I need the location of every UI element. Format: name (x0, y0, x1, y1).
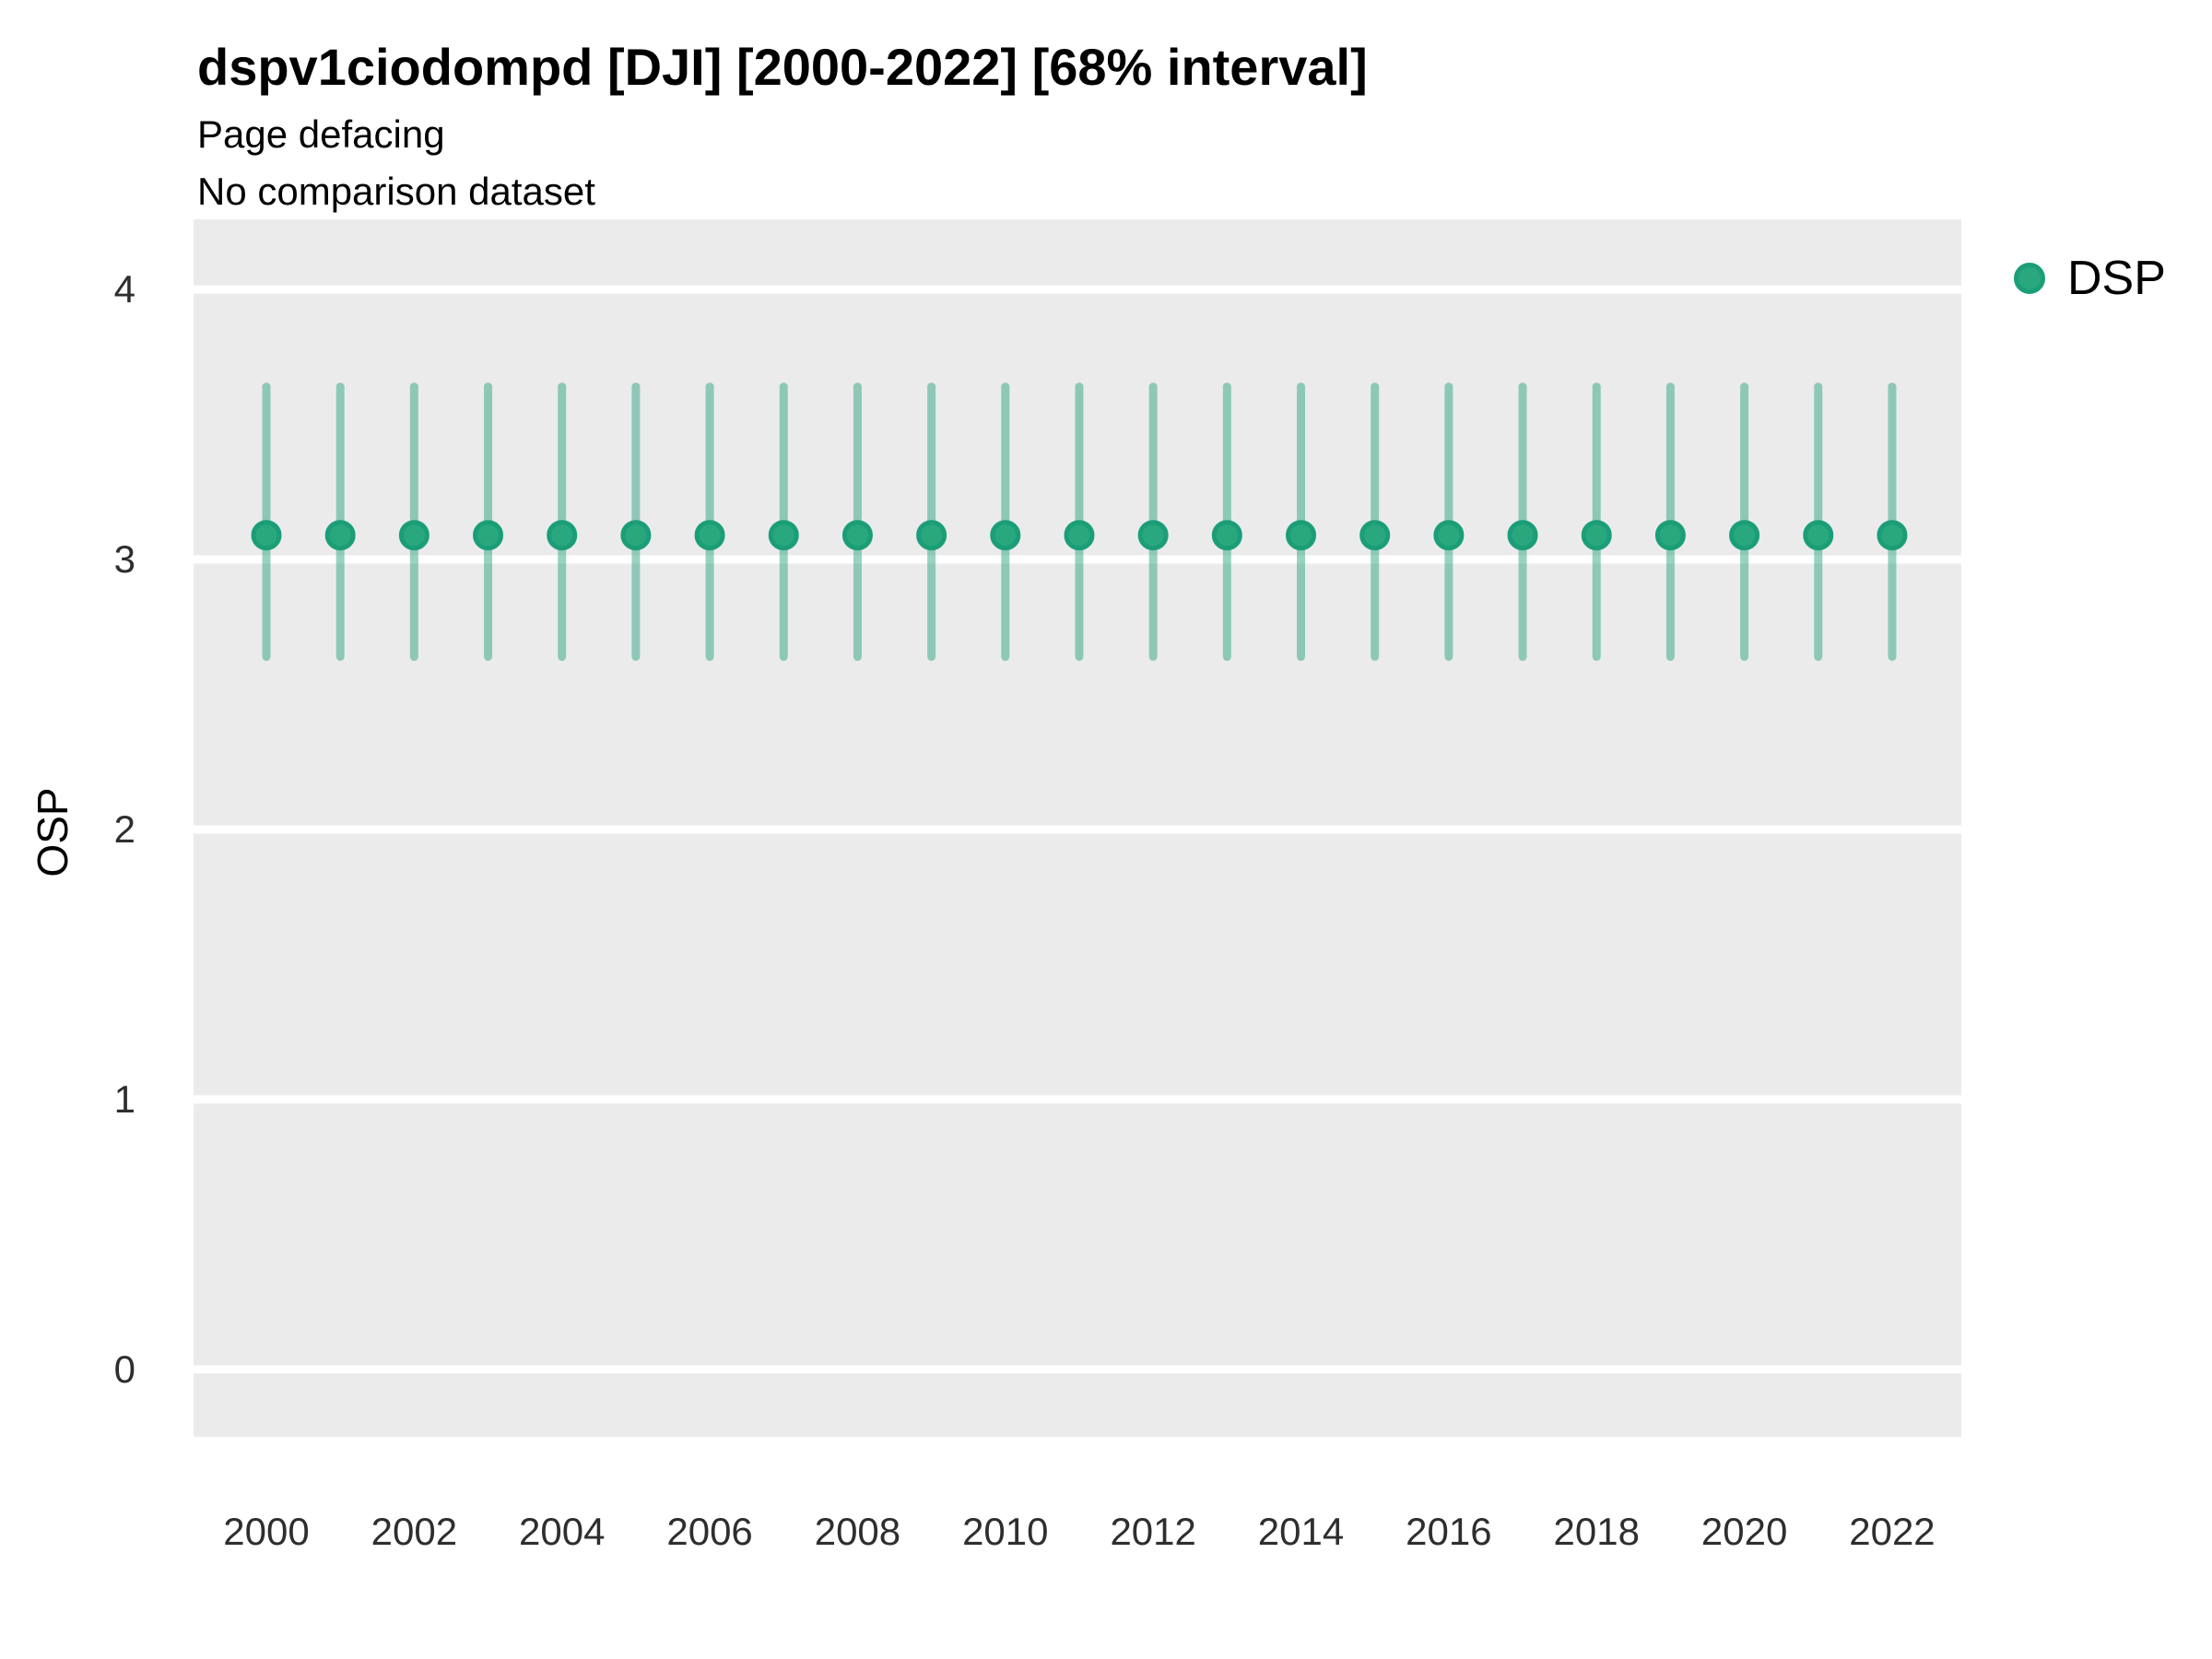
data-point-2001 (324, 520, 356, 551)
data-point-2022 (1877, 520, 1908, 551)
y-tick-label-3: 3 (113, 537, 135, 582)
x-tick-label-2014: 2014 (1257, 1510, 1345, 1553)
x-tick-label-2018: 2018 (1553, 1510, 1640, 1553)
x-tick-label-2008: 2008 (814, 1510, 901, 1553)
x-tick-label-2002: 2002 (371, 1510, 458, 1553)
data-point-2014 (1286, 520, 1317, 551)
data-point-2007 (768, 520, 799, 551)
data-point-2017 (1507, 520, 1538, 551)
data-point-2012 (1137, 520, 1169, 551)
data-point-2015 (1359, 520, 1391, 551)
data-point-2020 (1729, 520, 1760, 551)
chart-subtitle: Page defacing (197, 112, 445, 156)
y-tick-label-4: 4 (113, 267, 135, 312)
data-point-2004 (547, 520, 578, 551)
data-point-2009 (916, 520, 947, 551)
data-point-2016 (1433, 520, 1465, 551)
data-point-2021 (1803, 520, 1834, 551)
plot-panel (194, 219, 1961, 1437)
data-point-2006 (694, 520, 725, 551)
data-point-2008 (841, 520, 873, 551)
legend-point-icon (2014, 263, 2045, 294)
x-tick-label-2004: 2004 (519, 1510, 606, 1553)
chart-subtitle-note: No comparison dataset (197, 170, 595, 213)
x-tick-label-2022: 2022 (1849, 1510, 1936, 1553)
data-point-2011 (1064, 520, 1095, 551)
y-tick-label-1: 1 (113, 1077, 135, 1121)
legend: DSP (2014, 251, 2166, 306)
chart-title: dspv1ciodompd [DJI] [2000-2022] [68% int… (197, 38, 1368, 96)
plot-canvas (194, 285, 1961, 1374)
data-point-2010 (990, 520, 1021, 551)
data-point-2018 (1581, 520, 1612, 551)
data-point-2005 (620, 520, 652, 551)
x-tick-label-2020: 2020 (1700, 1510, 1788, 1553)
data-point-2003 (473, 520, 504, 551)
data-point-2013 (1211, 520, 1242, 551)
x-tick-label-2016: 2016 (1406, 1510, 1492, 1553)
legend-label: DSP (2067, 252, 2166, 305)
x-tick-label-2010: 2010 (962, 1510, 1049, 1553)
data-point-2002 (398, 520, 429, 551)
data-point-2019 (1654, 520, 1686, 551)
data-point-2000 (251, 520, 282, 551)
x-tick-label-2000: 2000 (223, 1510, 310, 1553)
y-tick-label-2: 2 (113, 806, 135, 851)
y-tick-label-0: 0 (113, 1347, 135, 1391)
x-tick-label-2006: 2006 (666, 1510, 753, 1553)
x-tick-label-2012: 2012 (1110, 1510, 1196, 1553)
